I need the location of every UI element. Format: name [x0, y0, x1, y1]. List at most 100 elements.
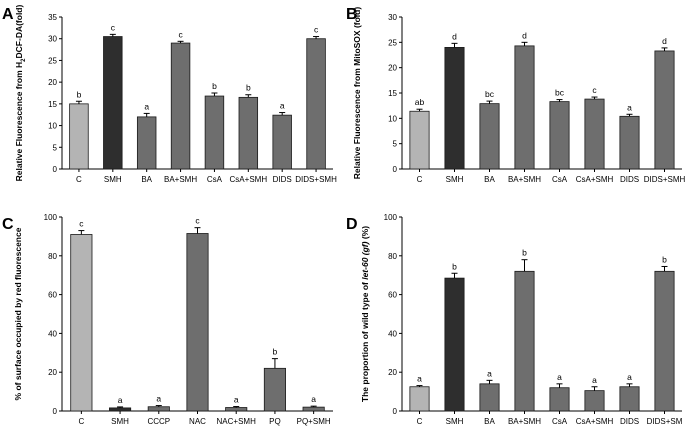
- bar-csa-plus-smh: [584, 98, 605, 170]
- significance-letter: a: [557, 372, 562, 382]
- x-tick-label: SMH: [111, 417, 129, 426]
- x-tick-label: PQ: [269, 417, 281, 426]
- x-tick-label: DIDS: [273, 175, 292, 184]
- y-tick-label: 20: [388, 368, 397, 377]
- x-tick-label: CsA: [552, 175, 568, 184]
- y-axis-label: Relative Fluorescence from MitoSOX (fold…: [352, 7, 362, 180]
- y-tick-label: 0: [393, 165, 398, 174]
- x-tick-label: C: [76, 175, 82, 184]
- bar-c: [69, 103, 89, 170]
- x-tick-label: CsA: [552, 417, 568, 426]
- y-tick-label: 0: [393, 407, 398, 416]
- x-tick-label: CsA+SMH: [576, 417, 614, 426]
- significance-letter: a: [144, 101, 149, 111]
- significance-letter: c: [314, 25, 319, 35]
- y-axis-label: Relative Fluorescence from H2DCF-DA(fold…: [14, 5, 27, 182]
- y-tick-label: 25: [48, 56, 57, 65]
- significance-letter: a: [487, 368, 492, 378]
- y-tick-label: 10: [388, 114, 397, 123]
- x-tick-label: PQ+SMH: [297, 417, 331, 426]
- bar-dids: [619, 115, 640, 170]
- x-tick-label: CsA+SMH: [576, 175, 614, 184]
- x-tick-label: BA+SMH: [164, 175, 197, 184]
- x-tick-label: SMH: [446, 417, 464, 426]
- y-tick-label: 0: [53, 407, 58, 416]
- x-tick-label: C: [417, 417, 423, 426]
- x-tick-label: DIDS+SMH: [295, 175, 337, 184]
- x-tick-label: SMH: [446, 175, 464, 184]
- x-tick-label: NAC: [189, 417, 206, 426]
- bar-ba-plus-smh: [514, 270, 535, 412]
- bar-dids: [272, 114, 292, 170]
- bar-ba: [479, 383, 500, 412]
- significance-letter: c: [79, 219, 84, 229]
- significance-letter: c: [111, 22, 116, 32]
- panel-letter: B: [346, 6, 358, 23]
- panel-letter: C: [2, 216, 14, 233]
- panel-letter: A: [2, 6, 14, 23]
- y-tick-label: 15: [48, 100, 57, 109]
- x-tick-label: BA: [484, 417, 495, 426]
- y-tick-label: 35: [48, 13, 57, 22]
- y-tick-label: 15: [388, 89, 397, 98]
- y-axis-label-part: 2: [21, 58, 27, 62]
- significance-letter: a: [417, 374, 422, 384]
- y-tick-label: 60: [388, 291, 397, 300]
- panel-b: B 0 5 10 15 20 25 30 Relative Fluorescence from …: [346, 6, 685, 184]
- significance-letter: a: [234, 395, 239, 405]
- y-tick-label: 25: [388, 38, 397, 47]
- significance-letter: a: [627, 102, 632, 112]
- y-tick-label: 10: [48, 122, 57, 131]
- significance-letter: bc: [485, 89, 495, 99]
- y-tick-label: 20: [48, 368, 57, 377]
- y-tick-label: 30: [388, 13, 397, 22]
- x-tick-label: C: [78, 417, 84, 426]
- bar-smh: [444, 47, 465, 170]
- bar-dids-plus-smh: [654, 50, 675, 170]
- y-axis-label-part: DCF-DA(fold): [14, 5, 24, 59]
- y-tick-label: 100: [44, 213, 58, 222]
- y-tick-label: 5: [393, 140, 398, 149]
- significance-letter: b: [212, 81, 217, 91]
- y-axis-label-part: The proportion of wild type of: [360, 280, 370, 402]
- significance-letter: ab: [415, 97, 425, 107]
- significance-letter: b: [522, 248, 527, 258]
- y-tick-label: 40: [48, 329, 57, 338]
- y-tick-label: 30: [48, 35, 57, 44]
- significance-letter: c: [592, 85, 597, 95]
- bar-c: [409, 110, 430, 170]
- bar-nac-plus-smh: [225, 407, 248, 412]
- x-tick-label: CsA: [207, 175, 223, 184]
- significance-letter: c: [178, 29, 183, 39]
- y-axis-label: The proportion of wild type of let-60 (g…: [360, 226, 370, 402]
- x-tick-label: DIDS+SMH: [644, 175, 685, 184]
- bar-pq: [263, 367, 286, 412]
- significance-letter: b: [662, 254, 667, 264]
- bar-smh: [109, 407, 132, 412]
- x-tick-label: SMH: [104, 175, 122, 184]
- bar-smh: [444, 277, 465, 412]
- significance-letter: a: [592, 375, 597, 385]
- y-tick-label: 20: [388, 64, 397, 73]
- x-tick-label: C: [417, 175, 423, 184]
- y-tick-label: 40: [388, 329, 397, 338]
- x-tick-label: DIDS: [620, 175, 639, 184]
- bar-dids-plus-sm: [654, 270, 675, 412]
- significance-letter: a: [156, 394, 161, 404]
- x-tick-label: DIDS+SM: [647, 417, 683, 426]
- bar-pq-plus-smh: [302, 406, 325, 412]
- x-tick-label: DIDS: [620, 417, 639, 426]
- y-axis-label: % of surface occupied by red fluorescenc…: [13, 227, 23, 400]
- significance-letter: b: [77, 89, 82, 99]
- bar-c: [70, 234, 93, 412]
- bar-smh: [103, 36, 123, 170]
- panel-a: A 0 5 10 15 20 25 30 35 Relative Fluorescence fro…: [2, 5, 337, 184]
- y-tick-label: 80: [48, 252, 57, 261]
- y-tick-label: 20: [48, 78, 57, 87]
- significance-letter: d: [452, 31, 457, 41]
- bar-csa-plus-smh: [238, 96, 259, 170]
- significance-letter: d: [662, 36, 667, 46]
- bar-dids: [619, 386, 640, 412]
- x-tick-label: BA+SMH: [508, 175, 541, 184]
